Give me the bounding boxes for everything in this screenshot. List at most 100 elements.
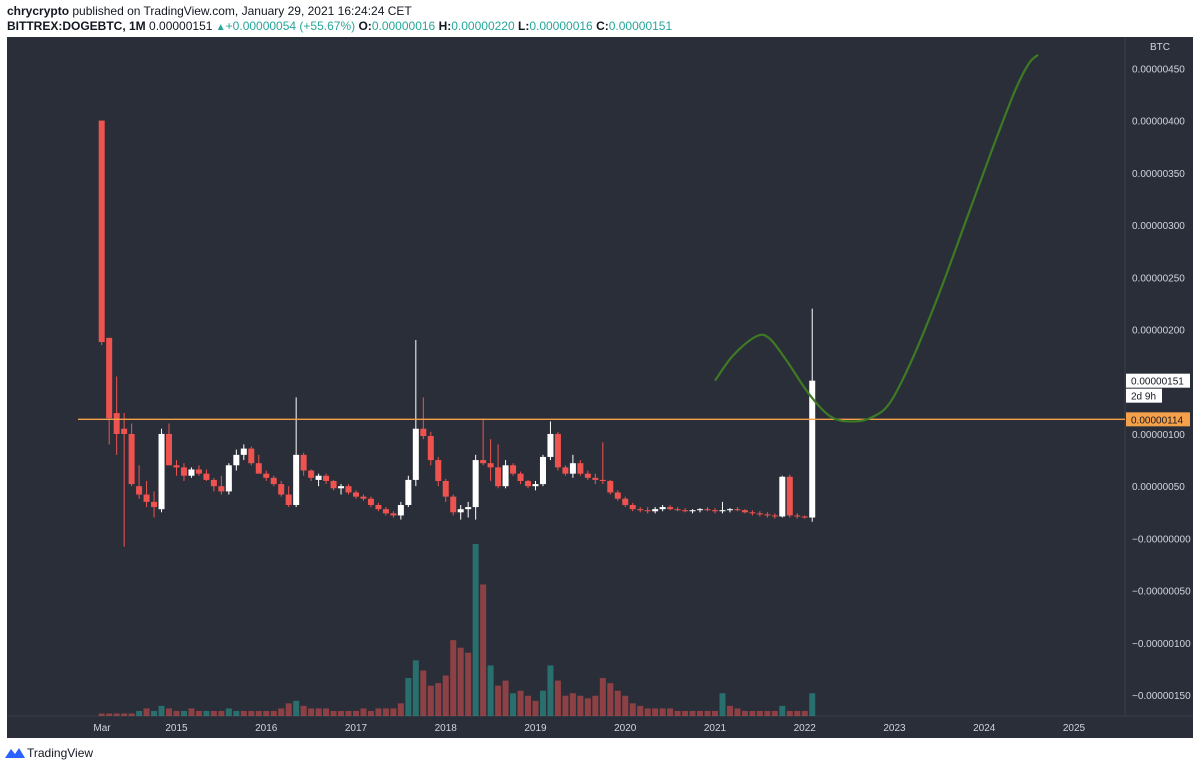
candle [210,477,217,492]
open-label: O: [358,19,372,33]
volume-bar [420,670,427,716]
volume-bar [151,710,158,716]
volume-bar [629,703,636,716]
published-text: published on TradingView.com, January 29… [72,4,412,18]
candle [390,511,397,518]
change-value: +0.00000054 (+55.67%) [225,19,356,33]
volume-bar [697,710,704,716]
volume-bar [562,695,569,716]
candle [637,507,644,513]
candle [98,120,105,346]
volume-bar [547,665,554,716]
volume-bar [539,690,546,716]
tradingview-logo-icon[interactable] [5,746,25,760]
volume-bar [674,710,681,716]
time-axis[interactable]: Mar 2015 2016 2017 2018 2019 2020 2021 2022 2023 2… [93,723,1085,734]
candle [532,480,539,491]
chart-background [7,37,1193,738]
x-tick-label: Mar [93,723,111,734]
volume-bar [554,680,561,716]
candle [629,502,636,512]
volume-bar [771,710,778,716]
ohlc-header: BITTREX:DOGEBTC, 1M 0.00000151 ▲+0.00000… [7,19,672,33]
last-price-tag [1126,373,1190,388]
volume-bar [270,710,277,716]
volume-bar [614,690,621,716]
candle [614,490,621,501]
symbol-label[interactable]: BITTREX:DOGEBTC, 1M [7,19,146,33]
volume-bar [652,708,659,716]
volume-bar [622,695,629,716]
candle [435,456,442,487]
volume-bar [113,713,120,716]
volume-bar [412,660,419,716]
volume-bar [263,710,270,716]
candle [794,513,801,519]
candle [756,511,763,517]
volume-bar [225,708,232,716]
candle [405,475,412,508]
x-tick-label: 2024 [973,723,996,734]
candle [367,496,374,508]
candle [166,423,173,466]
author-name[interactable]: chrycrypto [7,4,70,18]
volume-bar [218,710,225,716]
high-label: H: [438,19,452,33]
candle [801,515,808,519]
volume-bar [532,700,539,716]
candle [240,444,247,461]
candle [285,486,292,508]
candle [278,480,285,497]
candle [180,463,187,481]
footer: TradingView [0,740,1200,767]
candle [427,431,434,466]
volume-bar [136,710,143,716]
volume-bar [525,695,532,716]
projection-curve[interactable] [714,53,1039,423]
volume-bar [637,705,644,716]
volume-bar [255,710,262,716]
candle [360,494,367,501]
volume-bar [457,647,464,716]
tradingview-brand[interactable]: TradingView [27,746,94,760]
candle [270,475,277,487]
candle [106,337,113,445]
y-tick-label: 0.00000050 [1132,482,1185,493]
up-triangle-icon: ▲ [215,22,226,33]
candle [652,507,659,514]
y-tick-label: −0.00000000 [1132,534,1191,545]
candle [644,507,651,514]
candle [562,465,569,476]
volume-bar [442,675,449,716]
candle [218,475,225,495]
price-chart[interactable]: BTC 0.00000450 0.00000400 0.00000350 0.0000… [0,0,1200,740]
volume-bar [435,683,442,716]
y-tick-label: 0.00000100 [1132,430,1185,441]
candle [293,397,300,508]
volume-bar [106,713,113,716]
volume-bar [510,693,517,716]
candle [113,376,120,455]
candle [195,465,202,476]
candle [659,504,666,512]
volume-bar [749,710,756,716]
candle [457,504,464,520]
price-axis[interactable]: BTC 0.00000450 0.00000400 0.00000350 0.0000… [1132,42,1191,702]
candle [554,431,561,471]
candle [450,494,457,516]
candle [352,490,359,499]
volume-bar [726,705,733,716]
volume-bar [278,708,285,716]
volume-bar [166,708,173,716]
candle [741,509,748,514]
y-tick-label: 0.00000200 [1132,325,1185,336]
candle [599,442,606,485]
volume-bar [487,665,494,716]
candle [510,463,517,476]
candle [547,421,554,461]
candle [577,460,584,476]
volume-bar [584,698,591,716]
volume-bar [801,710,808,716]
candle [495,444,502,489]
candle [315,473,322,487]
